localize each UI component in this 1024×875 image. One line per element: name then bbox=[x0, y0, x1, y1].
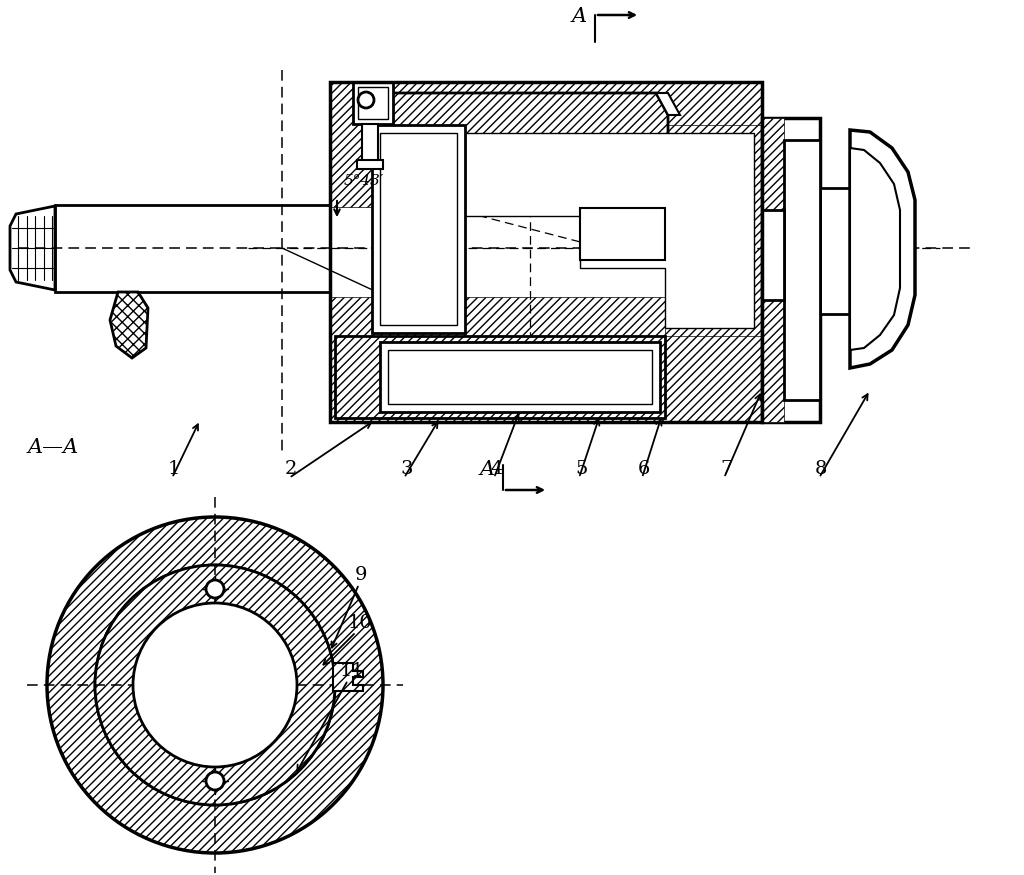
Polygon shape bbox=[380, 93, 668, 148]
Bar bbox=[353, 82, 393, 124]
Text: 10: 10 bbox=[348, 614, 373, 632]
Text: 8: 8 bbox=[815, 460, 827, 478]
Polygon shape bbox=[850, 148, 900, 350]
Polygon shape bbox=[580, 208, 665, 260]
Text: 6: 6 bbox=[638, 460, 650, 478]
Bar bbox=[380, 342, 660, 412]
Bar bbox=[762, 118, 820, 422]
Bar bbox=[784, 140, 820, 400]
Polygon shape bbox=[850, 130, 915, 368]
Polygon shape bbox=[110, 292, 148, 358]
Circle shape bbox=[206, 580, 224, 598]
Circle shape bbox=[206, 772, 224, 790]
Bar bbox=[372, 125, 465, 333]
Circle shape bbox=[47, 517, 383, 853]
Polygon shape bbox=[762, 118, 784, 422]
Bar bbox=[330, 82, 762, 422]
Circle shape bbox=[133, 603, 297, 767]
Bar bbox=[358, 87, 388, 119]
Circle shape bbox=[95, 565, 335, 805]
Text: A—A: A—A bbox=[28, 438, 79, 457]
Text: 9: 9 bbox=[355, 566, 368, 584]
Bar bbox=[388, 350, 652, 404]
Polygon shape bbox=[330, 82, 762, 207]
Circle shape bbox=[95, 565, 335, 805]
Polygon shape bbox=[656, 93, 680, 115]
Text: 1: 1 bbox=[168, 460, 180, 478]
Polygon shape bbox=[465, 133, 754, 328]
Text: A: A bbox=[480, 460, 496, 479]
Bar bbox=[55, 205, 330, 292]
Text: 5: 5 bbox=[575, 460, 588, 478]
Bar bbox=[380, 133, 457, 325]
Text: 3: 3 bbox=[400, 460, 413, 478]
Bar bbox=[362, 124, 378, 162]
Text: 4: 4 bbox=[490, 460, 503, 478]
Bar bbox=[820, 188, 850, 314]
Text: 7: 7 bbox=[720, 460, 732, 478]
Polygon shape bbox=[333, 663, 362, 691]
Circle shape bbox=[358, 92, 374, 108]
Bar bbox=[357, 160, 383, 169]
Text: 11: 11 bbox=[340, 662, 365, 680]
Text: A: A bbox=[572, 7, 587, 26]
Text: 2: 2 bbox=[285, 460, 297, 478]
Polygon shape bbox=[465, 125, 762, 336]
Polygon shape bbox=[335, 336, 665, 418]
Bar bbox=[330, 82, 762, 422]
Polygon shape bbox=[330, 297, 762, 422]
Polygon shape bbox=[762, 210, 784, 300]
Polygon shape bbox=[10, 206, 55, 290]
Text: 5°43′: 5°43′ bbox=[344, 174, 384, 188]
